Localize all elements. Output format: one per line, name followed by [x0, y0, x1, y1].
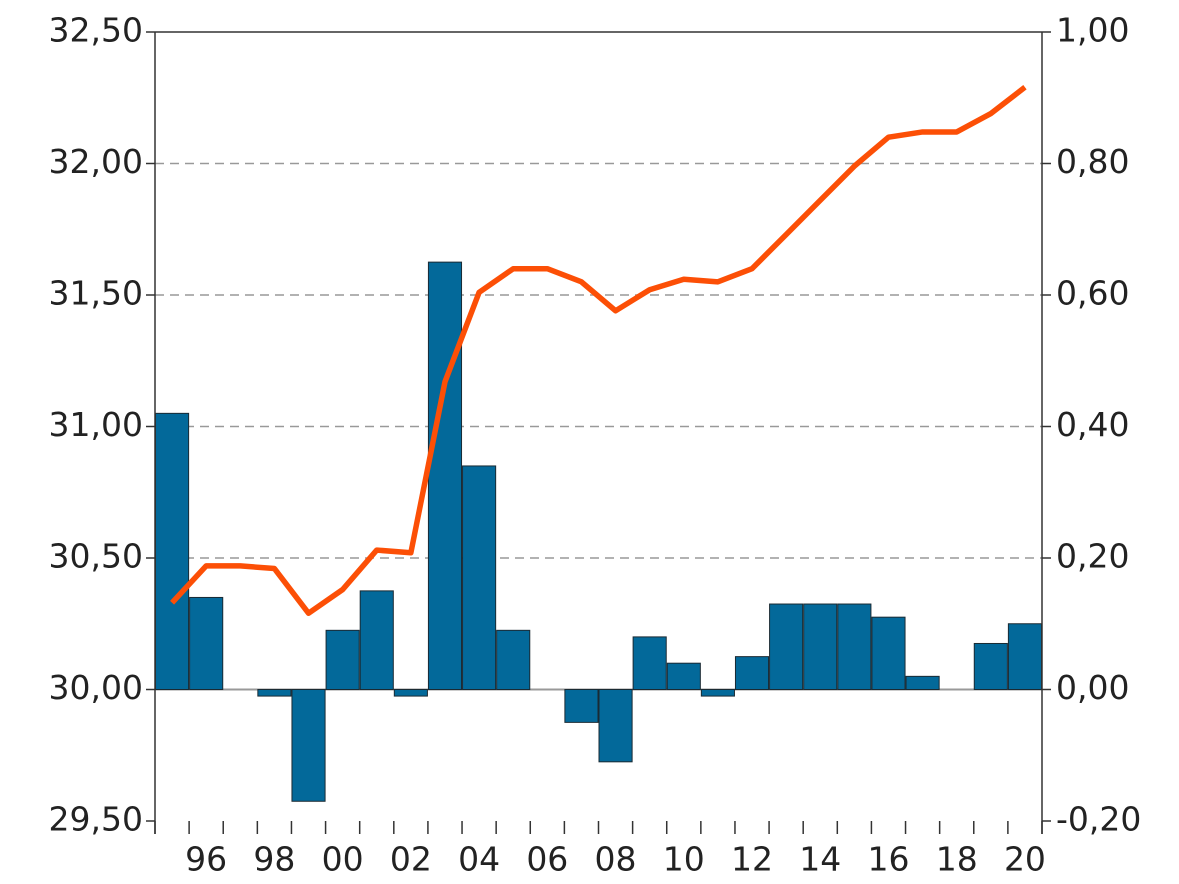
bar	[837, 603, 872, 691]
y-tick-label: 29,50	[49, 800, 143, 839]
x-tick-label: 12	[731, 840, 773, 879]
bar	[803, 603, 838, 691]
bar	[632, 636, 667, 691]
x-tick-label: 02	[390, 840, 432, 879]
x-tick-label: 18	[936, 840, 978, 879]
y2-tick-label: 0,40	[1056, 405, 1129, 444]
x-tick-label: 20	[1004, 840, 1046, 879]
x-tick-label: 06	[526, 840, 568, 879]
y-tick-label: 32,00	[49, 142, 143, 181]
x-tick-label: 98	[253, 840, 295, 879]
y-tick-label: 30,50	[49, 537, 143, 576]
bar	[598, 689, 633, 763]
y-tick-label: 32,50	[49, 11, 143, 50]
bar	[291, 689, 326, 802]
x-tick-label: 16	[867, 840, 909, 879]
bar	[427, 261, 463, 690]
bar	[496, 629, 531, 691]
bar	[871, 616, 906, 690]
x-tick-label: 00	[322, 840, 364, 879]
bar	[155, 412, 190, 690]
line	[170, 85, 1027, 616]
bar	[359, 590, 394, 690]
x-tick-label: 10	[663, 840, 705, 879]
x-tick-label: 14	[799, 840, 841, 879]
bar	[1007, 623, 1043, 690]
x-tick-label: 08	[595, 840, 637, 879]
y-tick-label: 31,50	[49, 274, 143, 313]
bar	[769, 603, 804, 691]
bar	[734, 656, 770, 690]
bar	[325, 629, 360, 691]
bar	[189, 596, 224, 691]
bar	[700, 689, 735, 697]
bar	[973, 642, 1008, 690]
bar	[666, 662, 701, 691]
y2-tick-label: -0,20	[1056, 800, 1141, 839]
y-tick-label: 30,00	[49, 668, 143, 707]
bar	[905, 675, 940, 690]
y-tick-label: 31,00	[49, 405, 143, 444]
y2-tick-label: 1,00	[1056, 11, 1129, 50]
bar	[257, 689, 292, 697]
bar	[564, 689, 599, 723]
x-tick-label: 96	[185, 840, 227, 879]
y2-tick-label: 0,80	[1056, 142, 1129, 181]
y2-tick-label: 0,00	[1056, 668, 1129, 707]
bar	[393, 689, 428, 697]
y2-tick-label: 0,60	[1056, 274, 1129, 313]
x-tick-label: 04	[458, 840, 500, 879]
y2-tick-label: 0,20	[1056, 537, 1129, 576]
bar	[462, 465, 497, 691]
